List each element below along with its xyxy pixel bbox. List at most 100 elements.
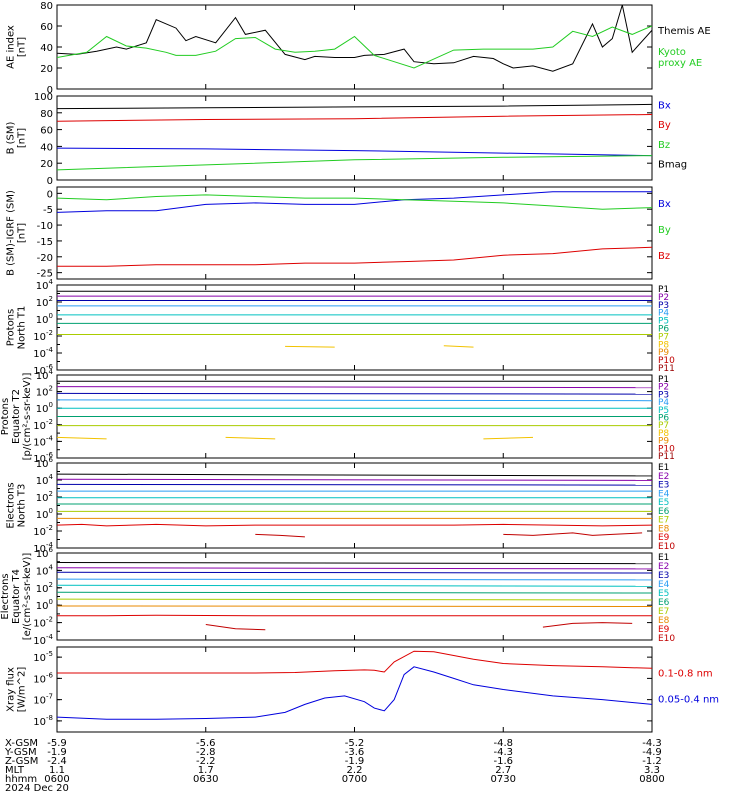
legend-themis-ae: Themis AE bbox=[657, 26, 711, 37]
y-tick-label: 0 bbox=[47, 189, 53, 200]
series-line-p8 bbox=[285, 346, 652, 347]
legend-p11: P11 bbox=[658, 364, 675, 374]
y-tick-label: -15 bbox=[37, 237, 53, 248]
y-tick-label: 10-6 bbox=[33, 363, 53, 377]
axis-row-value: -4.3 bbox=[493, 747, 513, 758]
axis-row-value: 1.7 bbox=[198, 765, 214, 776]
series-line-e1 bbox=[57, 473, 652, 477]
y-axis-label-line: [W/m^2] bbox=[17, 667, 28, 713]
axis-row-value: -5.9 bbox=[47, 738, 67, 749]
axis-row-value: 3.3 bbox=[644, 765, 660, 776]
orbit-axis-table: X-GSM -5.9 -5.6 -5.2 -4.8 -4.3Y-GSM -1.9 -2.8 -3… bbox=[4, 738, 665, 794]
legend-p3: P3 bbox=[658, 390, 669, 400]
y-axis-label: B (SM) [nT] bbox=[6, 121, 28, 154]
y-tick-label: 100 bbox=[36, 401, 53, 415]
series-line-e7 bbox=[57, 598, 652, 601]
series-group bbox=[57, 5, 652, 72]
axis-row-value: 0630 bbox=[193, 774, 218, 785]
series-line-e8 bbox=[57, 605, 652, 607]
y-axis-label-line: Protons bbox=[0, 398, 11, 435]
axis-row-value: -5.2 bbox=[345, 738, 365, 749]
series-line-p3 bbox=[57, 392, 652, 395]
axis-row-value: 0600 bbox=[44, 774, 69, 785]
axis-row-value: 0730 bbox=[491, 774, 516, 785]
panel-frame bbox=[56, 552, 653, 641]
legend-p9: P9 bbox=[658, 348, 669, 358]
legend-e10: E10 bbox=[658, 634, 675, 644]
axis-row-value: -1.6 bbox=[493, 756, 513, 767]
series-line-e9 bbox=[57, 614, 652, 617]
legend-kyoto-proxy-ae: Kyoto proxy AE bbox=[658, 47, 702, 69]
y-tick-label: -25 bbox=[37, 269, 53, 280]
y-tick-label: 102 bbox=[36, 581, 53, 595]
series-line-themis-ae bbox=[57, 5, 652, 72]
y-tick-label: 10-2 bbox=[33, 616, 53, 630]
series-group bbox=[57, 103, 652, 171]
y-tick-label: 102 bbox=[36, 490, 53, 504]
y-tick-label: 80 bbox=[40, 109, 53, 120]
legend-p9: P9 bbox=[658, 437, 669, 447]
axis-row-value: -2.2 bbox=[196, 756, 216, 767]
y-tick-label: 100 bbox=[36, 312, 53, 326]
axis-row-value: -1.2 bbox=[642, 756, 662, 767]
legend-e5: E5 bbox=[658, 589, 669, 599]
axis-row-label: Y-GSM bbox=[4, 747, 37, 758]
series-line-e1 bbox=[57, 562, 652, 565]
series-line-bz bbox=[57, 246, 652, 267]
legend-bz: Bz bbox=[658, 140, 670, 151]
y-tick-label: 10-4 bbox=[33, 541, 53, 555]
legend-e9: E9 bbox=[658, 625, 670, 635]
y-tick-label: 10-8 bbox=[33, 714, 53, 728]
legend-e2: E2 bbox=[658, 472, 669, 482]
series-line-bmag bbox=[57, 103, 652, 110]
y-tick-label: 10-4 bbox=[33, 633, 53, 647]
legend-e5: E5 bbox=[658, 498, 669, 508]
y-axis-label: Xray flux [W/m^2] bbox=[6, 667, 28, 713]
axis-row-value: 2.2 bbox=[347, 765, 363, 776]
series-line-0-05-0-4-nm bbox=[57, 666, 652, 720]
y-tick-label: -5 bbox=[43, 205, 53, 216]
y-tick-label: 10-4 bbox=[33, 346, 53, 360]
axis-row-value: 2.7 bbox=[495, 765, 511, 776]
y-axis-label-line: Equator T2 bbox=[11, 389, 22, 444]
legend-p7: P7 bbox=[658, 421, 669, 431]
legend-bmag: Bmag bbox=[658, 159, 687, 170]
y-tick-label: 10-4 bbox=[33, 434, 53, 448]
legend-0-05-0-4-nm: 0.05-0.4 nm bbox=[658, 695, 719, 706]
y-axis-label-line: Electrons bbox=[6, 482, 17, 528]
legend-p11: P11 bbox=[658, 452, 675, 462]
y-tick-label: 10-2 bbox=[33, 524, 53, 538]
series-line-kyoto-proxy-ae bbox=[57, 25, 652, 69]
y-tick-label: 100 bbox=[34, 92, 53, 103]
legend-p4: P4 bbox=[658, 398, 669, 408]
series-line-p8 bbox=[57, 437, 652, 439]
legend-e1: E1 bbox=[658, 463, 669, 473]
y-axis-label-line: [p/(cm²-s-sr-keV)] bbox=[22, 373, 33, 461]
series-line-e2 bbox=[57, 567, 652, 570]
date-label: 2024 Dec 20 bbox=[5, 783, 69, 794]
axis-row-value: -4.9 bbox=[642, 747, 662, 758]
y-axis-label-line: Electrons bbox=[0, 573, 11, 619]
series-line-0-1-0-8-nm bbox=[57, 650, 652, 674]
y-axis-label: Protons North T1 bbox=[6, 306, 28, 350]
series-line-p2 bbox=[57, 386, 652, 389]
legend-by: By bbox=[658, 120, 671, 131]
series-line-e4 bbox=[57, 578, 652, 581]
axis-row-label: Z-GSM bbox=[5, 756, 38, 767]
legend-by: By bbox=[658, 225, 671, 236]
y-tick-label: 60 bbox=[40, 22, 53, 33]
legend-e8: E8 bbox=[658, 616, 670, 626]
y-axis-label: B (SM)-IGRF (SM) [nT] bbox=[6, 190, 28, 276]
legend-p7: P7 bbox=[658, 332, 669, 342]
axis-row-value: -5.6 bbox=[196, 738, 216, 749]
y-tick-label: 40 bbox=[40, 43, 53, 54]
panel-frame bbox=[56, 4, 653, 90]
y-tick-label: 100 bbox=[36, 507, 53, 521]
axis-row-value: 0700 bbox=[342, 774, 367, 785]
legend-e6: E6 bbox=[658, 507, 670, 517]
legend-e3: E3 bbox=[658, 481, 669, 491]
series-group bbox=[57, 650, 652, 720]
